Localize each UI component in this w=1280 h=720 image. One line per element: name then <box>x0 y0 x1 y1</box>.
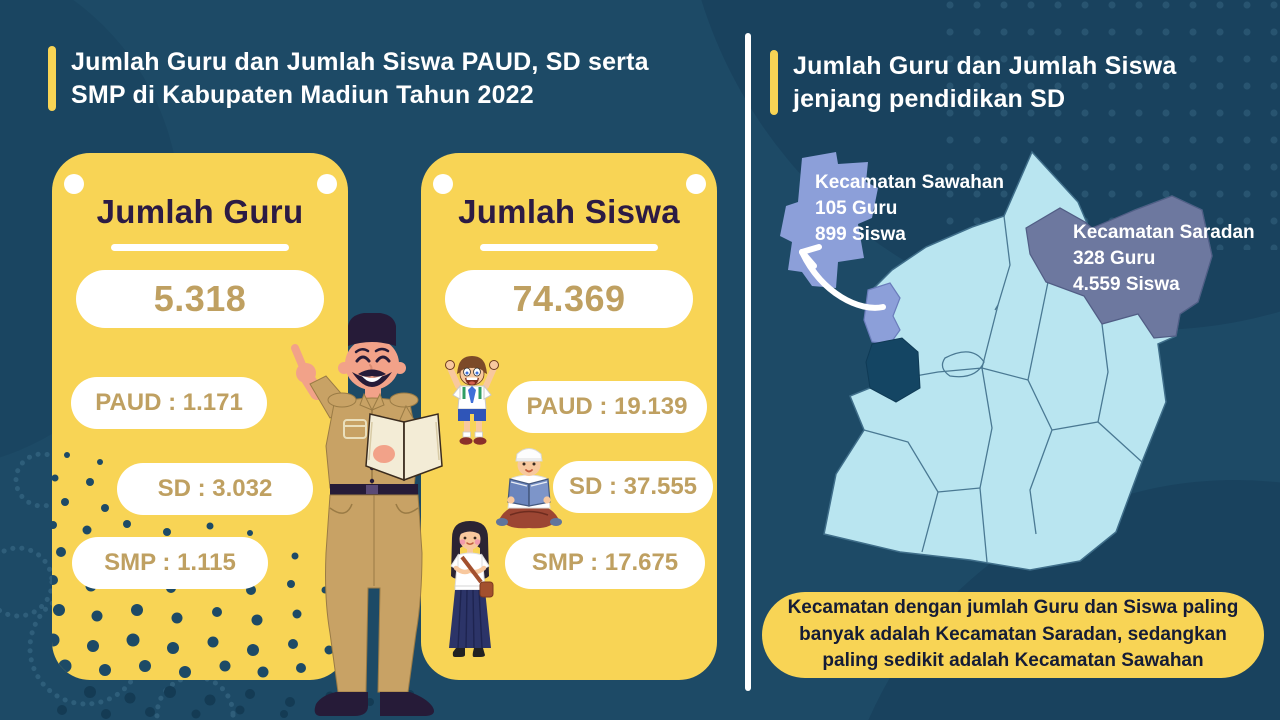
guru-paud-pill: PAUD : 1.171 <box>71 377 267 429</box>
saradan-label: Kecamatan Saradan 328 Guru 4.559 Siswa <box>1073 222 1255 295</box>
sawahan-label: Kecamatan Sawahan 105 Guru 899 Siswa <box>815 172 1004 245</box>
sawahan-name: Kecamatan Sawahan <box>815 172 1004 193</box>
sawahan-siswa: 899 Siswa <box>815 224 906 245</box>
map-region-saradan <box>1025 195 1213 339</box>
saradan-siswa: 4.559 Siswa <box>1073 274 1180 295</box>
reading-boy-illustration <box>496 448 562 529</box>
siswa-paud-pill: PAUD : 19.139 <box>507 381 707 433</box>
section-divider <box>745 33 751 691</box>
guru-card-title: Jumlah Guru <box>96 193 304 230</box>
teacher-head <box>338 313 406 402</box>
siswa-card-title: Jumlah Siswa <box>458 193 680 230</box>
left-section-title: Jumlah Guru dan Jumlah Siswa PAUD, SD se… <box>71 48 649 109</box>
saradan-name: Kecamatan Saradan <box>1073 222 1255 243</box>
teacher-open-book <box>365 413 443 482</box>
card-pin-circle-right <box>686 174 706 194</box>
conclusion-note-box: Kecamatan dengan jumlah Guru dan Siswa p… <box>762 592 1264 678</box>
left-section-title-block: Jumlah Guru dan Jumlah Siswa PAUD, SD se… <box>48 46 708 111</box>
right-section-title-block: Jumlah Guru dan Jumlah Siswa jenjang pen… <box>770 50 1210 115</box>
saradan-guru: 328 Guru <box>1073 248 1155 269</box>
cheering-boy-illustration <box>445 356 499 445</box>
card-pin-circle-right <box>317 174 337 194</box>
siswa-smp-pill: SMP : 17.675 <box>505 537 705 589</box>
guru-sd-pill: SD : 3.032 <box>117 463 313 515</box>
curved-arrow <box>799 244 886 311</box>
map-region-sawahan-small <box>863 282 901 345</box>
right-section-title: Jumlah Guru dan Jumlah Siswa jenjang pen… <box>793 52 1177 113</box>
card-pin-circle-left <box>433 174 453 194</box>
siswa-card-title-underline <box>480 244 658 251</box>
siswa-sd-pill: SD : 37.555 <box>553 461 713 513</box>
sawahan-guru: 105 Guru <box>815 198 897 219</box>
teacher-illustration <box>291 313 443 716</box>
teacher-belt-pants <box>314 484 434 716</box>
guru-smp-pill: SMP : 1.115 <box>72 537 268 589</box>
madiun-map: Kecamatan Sawahan 105 Guru 899 Siswa Kec… <box>780 150 1255 571</box>
girl-student-illustration <box>449 521 494 657</box>
conclusion-note-text: Kecamatan dengan jumlah Guru dan Siswa p… <box>787 596 1239 672</box>
guru-total-pill: 5.318 <box>76 270 324 328</box>
guru-card-title-underline <box>111 244 289 251</box>
siswa-total-pill: 74.369 <box>445 270 693 328</box>
left-title-accent-bar <box>48 46 56 111</box>
card-pin-circle-left <box>64 174 84 194</box>
siswa-card: Jumlah Siswa 74.369 PAUD : 19.139 SD : 3… <box>421 153 717 680</box>
right-title-accent-bar <box>770 50 778 115</box>
guru-card: Jumlah Guru 5.318 PAUD : 1.171 SD : 3.03… <box>52 153 348 680</box>
